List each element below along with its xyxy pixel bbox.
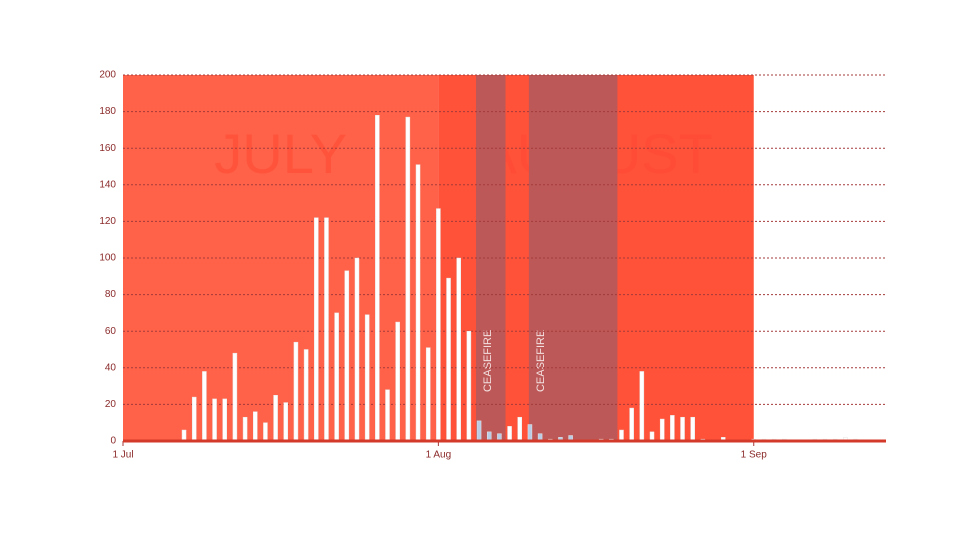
bar bbox=[273, 395, 278, 442]
y-tick-label: 80 bbox=[105, 289, 117, 300]
bar bbox=[659, 418, 665, 442]
bar bbox=[191, 396, 197, 442]
bar bbox=[232, 352, 238, 442]
bar bbox=[507, 426, 512, 442]
bar bbox=[456, 257, 461, 442]
bar bbox=[222, 398, 227, 442]
bar bbox=[476, 420, 482, 442]
bar bbox=[283, 402, 289, 442]
period-label: JULY bbox=[214, 122, 347, 185]
band-label: CEASEFIRE bbox=[482, 330, 494, 392]
bar bbox=[517, 416, 523, 442]
y-tick-label: 120 bbox=[99, 216, 116, 227]
bar bbox=[354, 257, 360, 442]
bar bbox=[344, 270, 350, 442]
bar bbox=[690, 416, 695, 442]
bar bbox=[242, 416, 248, 442]
bar bbox=[680, 416, 685, 442]
bar bbox=[466, 330, 472, 442]
x-tick-label: 1 Jul bbox=[112, 450, 133, 461]
y-tick-label: 20 bbox=[105, 399, 117, 410]
y-tick-label: 40 bbox=[105, 362, 117, 373]
bar bbox=[629, 407, 634, 442]
y-tick-label: 180 bbox=[99, 106, 116, 117]
bar bbox=[619, 429, 624, 442]
bar bbox=[527, 424, 533, 442]
y-tick-label: 60 bbox=[105, 326, 117, 337]
x-tick-label: 1 Sep bbox=[741, 450, 768, 461]
bar bbox=[375, 115, 380, 442]
bar bbox=[446, 277, 451, 442]
bar bbox=[202, 371, 207, 442]
bar bbox=[395, 321, 400, 442]
y-tick-label: 160 bbox=[99, 143, 116, 154]
bar bbox=[385, 389, 390, 442]
bar bbox=[425, 347, 431, 442]
bar bbox=[314, 217, 319, 442]
bar bbox=[364, 314, 370, 442]
y-tick-label: 140 bbox=[99, 179, 116, 190]
x-tick-label: 1 Aug bbox=[426, 450, 452, 461]
bar bbox=[415, 164, 421, 442]
bar bbox=[263, 422, 268, 442]
band-label: CEASEFIRE bbox=[535, 330, 547, 392]
y-tick-label: 0 bbox=[110, 436, 116, 447]
bar bbox=[639, 371, 645, 442]
bar bbox=[334, 312, 339, 442]
bar bbox=[670, 415, 675, 442]
bar bbox=[293, 341, 299, 442]
bar bbox=[253, 411, 258, 442]
y-tick-label: 200 bbox=[99, 70, 116, 81]
bar bbox=[436, 208, 441, 442]
bar bbox=[405, 116, 411, 442]
bar bbox=[303, 349, 309, 442]
bar bbox=[324, 217, 329, 442]
bar bbox=[212, 398, 217, 442]
y-tick-label: 100 bbox=[99, 253, 116, 264]
bar bbox=[181, 429, 187, 442]
